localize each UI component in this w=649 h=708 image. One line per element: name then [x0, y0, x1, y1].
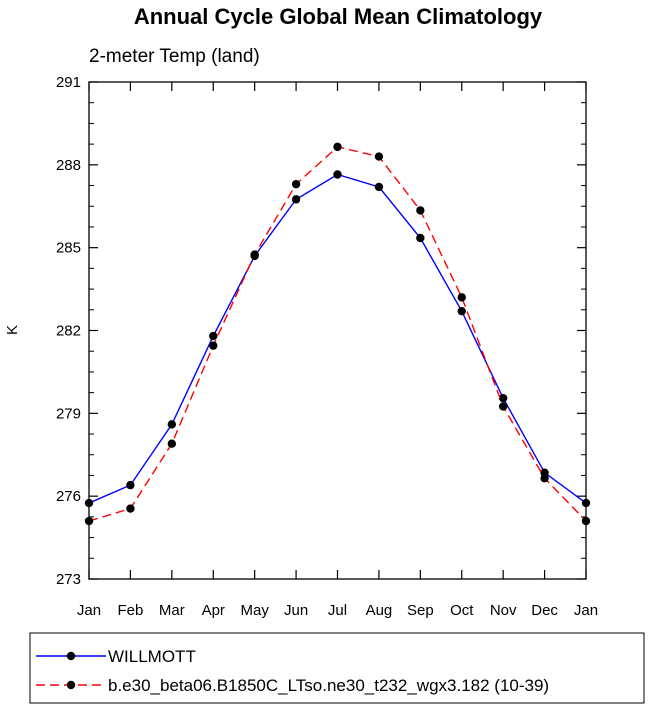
x-tick-label: Nov — [490, 602, 517, 619]
legend-label-1: b.e30_beta06.B1850C_LTso.ne30_t232_wgx3.… — [108, 676, 549, 695]
legend-label-0: WILLMOTT — [108, 647, 196, 666]
series-1-point — [333, 142, 342, 152]
y-tick-label: 279 — [56, 405, 81, 422]
series-1-point — [250, 250, 259, 259]
series-layer — [84, 142, 591, 526]
x-tick-label: Dec — [531, 602, 558, 619]
x-tick-label: Sep — [407, 602, 434, 619]
chart-title: Annual Cycle Global Mean Climatology — [134, 4, 543, 29]
series-1-point — [126, 504, 135, 513]
x-tick-label: Jul — [328, 602, 347, 619]
x-tick-label: Aug — [366, 602, 393, 619]
series-0-point — [333, 170, 342, 179]
legend-marker-0 — [66, 651, 76, 661]
series-0-point — [167, 420, 177, 429]
x-tick-label: Apr — [202, 602, 225, 619]
series-0-point — [209, 331, 218, 341]
series-0-point — [457, 306, 466, 316]
series-line-1 — [88, 146, 587, 522]
series-1-point — [291, 179, 301, 189]
series-1-point — [209, 341, 218, 350]
series-0-point — [291, 195, 301, 204]
series-1-point — [581, 516, 591, 526]
y-tick-label: 291 — [56, 74, 81, 91]
x-tick-label: Mar — [159, 602, 185, 619]
series-0-point — [84, 498, 94, 508]
series-1-point — [374, 152, 384, 161]
series-1-point — [167, 439, 177, 448]
series-line-0 — [88, 173, 587, 504]
legend-box — [29, 632, 645, 704]
y-tick-label: 273 — [56, 571, 81, 588]
y-axis-label: K — [4, 325, 21, 335]
y-tick-label: 276 — [56, 488, 81, 505]
x-tick-label: May — [240, 602, 269, 619]
series-0-point — [374, 182, 384, 192]
y-tick-label: 282 — [56, 323, 81, 340]
x-tick-label: Oct — [450, 602, 474, 619]
x-tick-label: Jun — [284, 602, 308, 619]
plot-frame — [88, 81, 587, 580]
series-1-point — [457, 293, 466, 302]
y-tick-label: 285 — [56, 240, 81, 257]
series-1-point — [84, 516, 94, 526]
series-0-point — [498, 393, 508, 403]
series-1-point — [540, 474, 549, 483]
legend: WILLMOTT b.e30_beta06.B1850C_LTso.ne30_t2… — [36, 647, 549, 695]
x-tick-label: Jan — [77, 602, 101, 619]
series-0-point — [416, 233, 425, 243]
series-1-point — [416, 206, 425, 215]
series-0-point — [581, 498, 591, 508]
x-tick-label: Feb — [117, 602, 143, 619]
chart-subtitle: 2-meter Temp (land) — [89, 46, 260, 67]
y-tick-label: 288 — [56, 157, 81, 174]
axes: 273 276 279 282 285 288 291 Jan Feb Mar Apr May Jun J… — [56, 74, 598, 619]
series-1-point — [498, 402, 508, 411]
legend-marker-1 — [66, 680, 76, 690]
series-0-point — [126, 480, 135, 490]
x-tick-label: Jan — [574, 602, 598, 619]
